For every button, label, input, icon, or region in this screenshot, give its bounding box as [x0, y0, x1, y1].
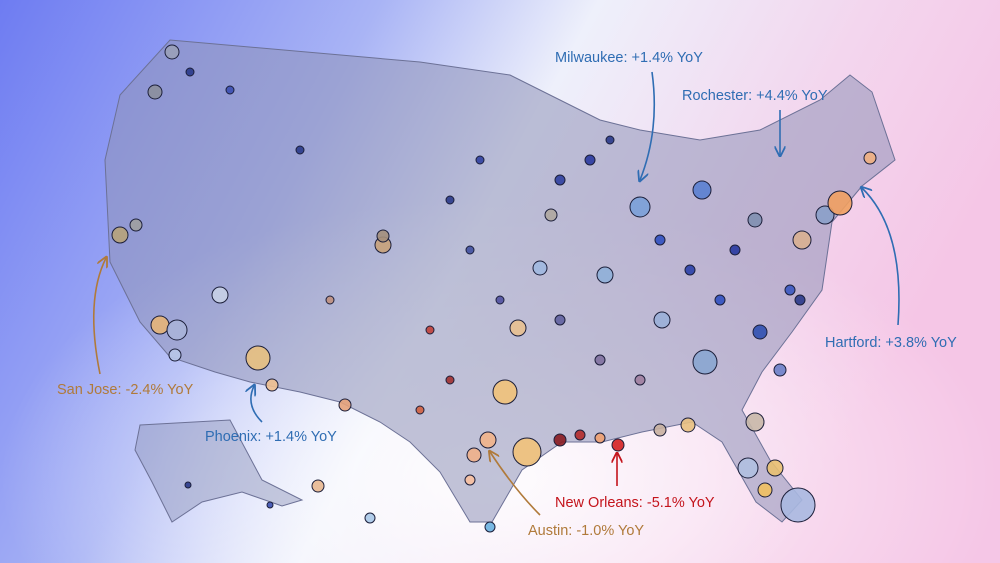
- city-bubble: [714, 294, 726, 306]
- city-bubble: [747, 212, 763, 228]
- annotation-label: Hartford: +3.8% YoY: [825, 335, 957, 351]
- city-bubble: [815, 205, 835, 225]
- annotation-label: Rochester: +4.4% YoY: [682, 88, 828, 104]
- city-bubble: [484, 521, 496, 533]
- city-bubble: [574, 429, 586, 441]
- city-bubble: [554, 174, 566, 186]
- city-bubble: [729, 244, 741, 256]
- annotation-label: Phoenix: +1.4% YoY: [205, 429, 337, 445]
- city-bubble: [415, 405, 425, 415]
- arrow: [93, 258, 106, 375]
- city-bubble: [492, 379, 518, 405]
- city-bubble: [653, 423, 667, 437]
- annotation-label: San Jose: -2.4% YoY: [57, 382, 194, 398]
- city-bubble: [752, 324, 768, 340]
- city-bubble: [245, 345, 271, 371]
- city-bubble: [594, 354, 606, 366]
- city-bubble: [464, 474, 476, 486]
- annotation-label: New Orleans: -5.1% YoY: [555, 495, 715, 511]
- city-bubble: [475, 155, 485, 165]
- city-bubble: [553, 433, 567, 447]
- city-bubble: [185, 67, 195, 77]
- city-bubble: [584, 154, 596, 166]
- city-bubble: [554, 314, 566, 326]
- city-bubble: [532, 260, 548, 276]
- city-bubble: [757, 482, 773, 498]
- city-bubble: [634, 374, 646, 386]
- city-bubble: [596, 266, 614, 284]
- annotation-arrows: [93, 71, 900, 516]
- annotation-label: Milwaukee: +1.4% YoY: [555, 50, 703, 66]
- city-bubble: [265, 378, 279, 392]
- city-bubble: [295, 145, 305, 155]
- city-bubble: [479, 431, 497, 449]
- city-bubble: [629, 196, 651, 218]
- city-bubble: [465, 245, 475, 255]
- arrow: [251, 386, 263, 423]
- city-bubble: [863, 151, 877, 165]
- city-bubble: [425, 325, 435, 335]
- city-bubble: [509, 319, 527, 337]
- city-bubble: [792, 230, 812, 250]
- city-bubble: [692, 180, 712, 200]
- city-bubble: [512, 437, 542, 467]
- city-bubble: [737, 457, 759, 479]
- city-bubble: [445, 195, 455, 205]
- city-bubble: [311, 479, 325, 493]
- city-bubble: [211, 286, 229, 304]
- arrow: [640, 71, 656, 180]
- city-bubble: [654, 234, 666, 246]
- city-bubble: [745, 412, 765, 432]
- city-bubble: [325, 295, 335, 305]
- city-bubble: [684, 264, 696, 276]
- city-bubble: [653, 311, 671, 329]
- city-bubble: [338, 398, 352, 412]
- city-bubble: [376, 229, 390, 243]
- city-bubble: [827, 190, 853, 216]
- city-bubble: [445, 375, 455, 385]
- city-bubble: [766, 459, 784, 477]
- city-bubble: [466, 447, 482, 463]
- arrow: [490, 452, 541, 516]
- city-bubble: [692, 349, 718, 375]
- city-bubble: [544, 208, 558, 222]
- city-bubble: [111, 226, 129, 244]
- arrow: [862, 188, 900, 326]
- city-bubble: [164, 44, 180, 60]
- alaska-map: [134, 419, 304, 523]
- city-bubble: [680, 417, 696, 433]
- city-bubble: [266, 501, 274, 509]
- city-bubble: [611, 438, 625, 452]
- city-bubble: [166, 319, 188, 341]
- city-bubble: [168, 348, 182, 362]
- city-bubble: [605, 135, 615, 145]
- city-bubble: [225, 85, 235, 95]
- city-bubble: [773, 363, 787, 377]
- city-bubble: [129, 218, 143, 232]
- annotation-label: Austin: -1.0% YoY: [528, 523, 644, 539]
- city-bubbles: [111, 44, 877, 533]
- city-bubble: [784, 284, 796, 296]
- city-bubble: [594, 432, 606, 444]
- city-bubble: [364, 512, 376, 524]
- city-bubble: [184, 481, 192, 489]
- city-bubble: [495, 295, 505, 305]
- city-bubble: [780, 487, 816, 523]
- city-bubble: [794, 294, 806, 306]
- city-bubble: [147, 84, 163, 100]
- city-bubble: [150, 315, 170, 335]
